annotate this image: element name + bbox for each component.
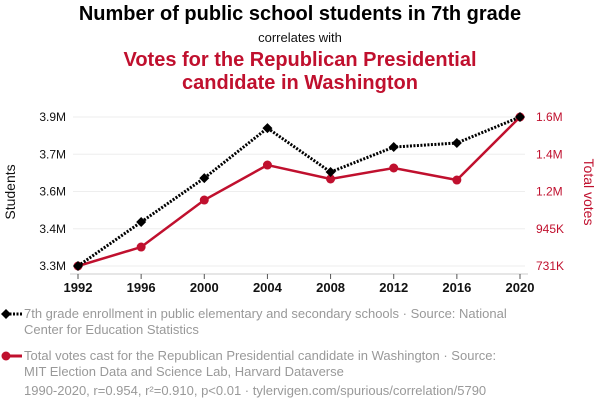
legend-item-students: 7th grade enrollment in public elementar…	[0, 306, 600, 338]
chart-title-secondary: Votes for the Republican Presidential ca…	[123, 49, 477, 94]
left-axis-label: Students	[2, 164, 18, 219]
x-tick-label: 2008	[316, 280, 345, 295]
right-tick-label: 1.6M	[536, 110, 563, 124]
votes-point	[262, 160, 272, 170]
x-tick-label: 1992	[64, 280, 93, 295]
x-tick-label: 2004	[253, 280, 283, 295]
chart-title: Number of public school students in 7th …	[78, 3, 522, 25]
votes-point	[136, 242, 146, 252]
right-y-axis: 731K 945K 1.2M 1.4M 1.6M	[536, 110, 564, 273]
students-line	[77, 115, 521, 268]
footer-stats: 1990-2020, r=0.954, r²=0.910, p<0.01 · t…	[24, 383, 487, 398]
legend-item-votes: Total votes cast for the Republican Pres…	[0, 348, 600, 380]
right-tick-label: 945K	[536, 222, 564, 236]
x-axis: 1992 1996 2000 2004 2008 2012 2016 2020	[64, 273, 535, 295]
gridlines	[73, 116, 525, 267]
votes-line	[77, 116, 521, 268]
x-tick-label: 1996	[127, 280, 156, 295]
x-tick-label: 2020	[506, 280, 535, 295]
x-tick-label: 2016	[442, 280, 471, 295]
students-point	[451, 138, 462, 149]
x-tick-label: 2012	[379, 280, 408, 295]
left-tick-label: 3.6M	[39, 185, 66, 199]
students-point	[325, 167, 336, 178]
right-tick-label: 731K	[536, 259, 564, 273]
left-tick-label: 3.7M	[39, 147, 66, 161]
students-point	[515, 112, 525, 122]
students-point	[388, 142, 399, 153]
left-tick-label: 3.9M	[39, 110, 66, 124]
right-tick-label: 1.4M	[536, 147, 563, 161]
votes-point	[389, 163, 399, 173]
votes-point	[452, 175, 462, 185]
chart-subtitle: correlates with	[258, 30, 342, 45]
students-point	[73, 261, 83, 271]
students-point	[136, 217, 147, 228]
legend: 7th grade enrollment in public elementar…	[0, 306, 600, 380]
x-tick-label: 2000	[190, 280, 219, 295]
right-axis-label: Total votes	[581, 159, 597, 226]
students-point	[199, 173, 210, 184]
left-tick-label: 3.4M	[39, 222, 66, 236]
legend-label-votes: Total votes cast for the Republican Pres…	[24, 348, 497, 379]
left-y-axis: 3.3M 3.4M 3.6M 3.7M 3.9M	[39, 110, 66, 273]
legend-label-students: 7th grade enrollment in public elementar…	[24, 306, 507, 337]
legend-diamond-dotted-icon	[1, 309, 22, 319]
series-students	[73, 112, 525, 271]
left-tick-label: 3.3M	[39, 259, 66, 273]
right-tick-label: 1.2M	[536, 185, 563, 199]
votes-point	[199, 195, 209, 205]
legend-circle-line-icon	[1, 351, 22, 361]
students-point	[262, 123, 273, 134]
votes-point	[326, 174, 336, 184]
